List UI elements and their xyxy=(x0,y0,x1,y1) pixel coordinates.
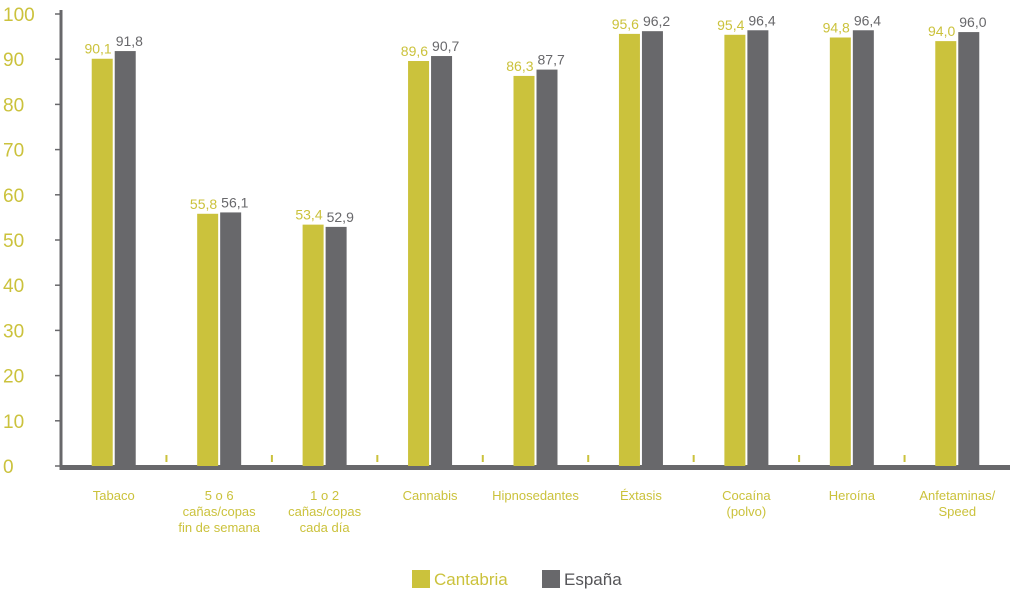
bar-cantabria xyxy=(935,41,957,467)
category-label: cañas/copas xyxy=(183,504,256,519)
y-tick-label: 20 xyxy=(3,367,24,388)
value-label: 96,4 xyxy=(854,12,881,28)
y-tick-label: 60 xyxy=(3,186,24,207)
category-label: Tabaco xyxy=(93,488,135,503)
chart-bars xyxy=(91,30,980,467)
bar-espa-a xyxy=(220,212,242,466)
value-label: 89,6 xyxy=(401,43,428,59)
category-separator-tick xyxy=(270,455,273,462)
legend-label: Cantabria xyxy=(434,570,508,589)
legend-label: España xyxy=(564,570,622,589)
chart-legend: Cantabria España xyxy=(412,570,622,589)
value-label: 95,6 xyxy=(612,16,639,32)
legend-swatch xyxy=(542,570,560,588)
category-label: Speed xyxy=(938,504,976,519)
category-label: Heroína xyxy=(829,488,876,503)
value-label: 96,4 xyxy=(748,12,775,28)
bar-espa-a xyxy=(958,32,980,466)
y-tick-label: 100 xyxy=(3,5,35,26)
bar-espa-a xyxy=(114,51,136,467)
bar-cantabria xyxy=(724,34,746,467)
value-label: 52,9 xyxy=(327,209,354,225)
category-separator-tick xyxy=(692,455,695,462)
category-separator-tick xyxy=(903,455,906,462)
value-label: 90,7 xyxy=(432,38,459,54)
category-separator-tick xyxy=(587,455,590,462)
value-label: 53,4 xyxy=(295,207,322,223)
value-label: 90,1 xyxy=(84,41,111,57)
value-label: 87,7 xyxy=(538,52,565,68)
category-label: Anfetaminas/ xyxy=(919,488,995,503)
bar-espa-a xyxy=(852,30,874,466)
chart-data-labels: 90,1 55,8 53,4 89,6 86,3 95,6 95,4 94,8 94,0 91,8… xyxy=(84,12,986,225)
bar-cantabria xyxy=(408,61,430,467)
bar-cantabria xyxy=(618,33,640,466)
y-tick-label: 90 xyxy=(3,50,24,71)
category-label: cañas/copas xyxy=(288,504,361,519)
x-axis-line xyxy=(61,465,1010,470)
value-label: 96,2 xyxy=(643,13,670,29)
bar-espa-a xyxy=(536,69,558,466)
category-label: Cocaína xyxy=(722,488,771,503)
chart-axes: 0 10 20 30 40 50 60 70 80 90 100 xyxy=(3,5,1010,478)
value-label: 55,8 xyxy=(190,196,217,212)
category-separator-tick xyxy=(798,455,801,462)
category-label: Cannabis xyxy=(403,488,458,503)
category-label: 5 o 6 xyxy=(205,488,234,503)
category-label: (polvo) xyxy=(727,504,767,519)
bar-cantabria xyxy=(513,75,535,466)
y-tick-label: 0 xyxy=(3,457,14,478)
bar-espa-a xyxy=(747,30,769,466)
bar-cantabria xyxy=(829,37,851,467)
y-tick-label: 10 xyxy=(3,412,24,433)
category-label: Éxtasis xyxy=(620,488,662,503)
category-label: Hipnosedantes xyxy=(492,488,579,503)
bar-cantabria xyxy=(91,58,113,467)
bar-cantabria xyxy=(302,224,324,466)
category-label: cada día xyxy=(300,520,351,535)
value-label: 96,0 xyxy=(959,14,986,30)
bar-espa-a xyxy=(325,226,347,466)
category-label: fin de semana xyxy=(178,520,260,535)
bar-cantabria xyxy=(197,213,219,466)
y-tick-label: 30 xyxy=(3,321,24,342)
y-tick-label: 70 xyxy=(3,141,24,162)
category-label: 1 o 2 xyxy=(310,488,339,503)
value-label: 91,8 xyxy=(116,33,143,49)
bar-espa-a xyxy=(431,56,453,466)
value-label: 86,3 xyxy=(506,58,533,74)
category-separator-tick xyxy=(481,455,484,462)
value-label: 94,8 xyxy=(823,20,850,36)
y-tick-label: 40 xyxy=(3,276,24,297)
legend-swatch xyxy=(412,570,430,588)
bar-espa-a xyxy=(641,31,663,467)
y-tick-label: 50 xyxy=(3,231,24,252)
value-label: 56,1 xyxy=(221,194,248,210)
y-tick-label: 80 xyxy=(3,95,24,116)
category-separator-tick xyxy=(165,455,168,462)
category-separator-tick xyxy=(376,455,379,462)
value-label: 95,4 xyxy=(717,17,744,33)
value-label: 94,0 xyxy=(928,23,955,39)
